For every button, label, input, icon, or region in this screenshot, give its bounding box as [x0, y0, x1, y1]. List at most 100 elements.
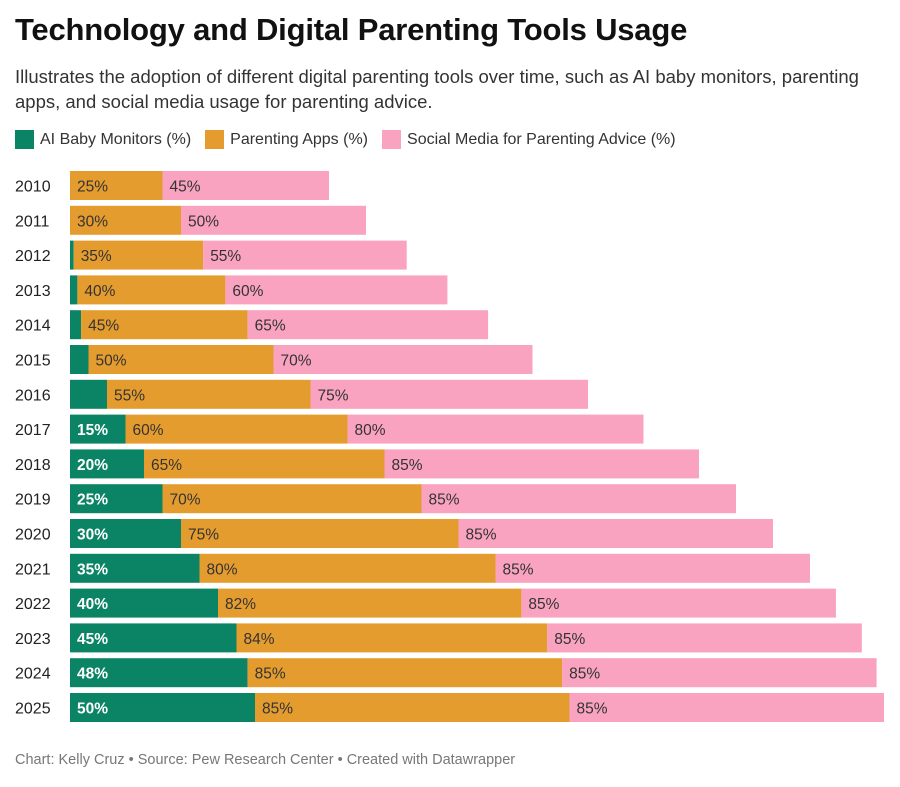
data-label: 85%	[569, 666, 600, 683]
data-label: 82%	[225, 596, 256, 613]
bar-segment-ai-baby-monitors	[70, 623, 237, 653]
bar-segment-ai-baby-monitors	[70, 693, 255, 722]
category-label: 2015	[15, 353, 51, 370]
bar-segment-social-media	[181, 205, 366, 235]
bar-segment-social-media	[247, 310, 489, 340]
data-label: 55%	[210, 248, 241, 265]
bar-segment-social-media	[225, 275, 448, 305]
category-label: 2018	[15, 457, 51, 474]
chart-subtitle: Illustrates the adoption of different di…	[15, 66, 859, 112]
bar-segment-parenting-apps	[255, 693, 570, 722]
category-label: 2011	[15, 213, 50, 230]
category-label: 2022	[15, 596, 51, 613]
bar-segment-parenting-apps	[144, 449, 385, 479]
data-label: 35%	[81, 248, 112, 265]
data-label: 25%	[77, 492, 108, 509]
bar-segment-ai-baby-monitors	[70, 484, 163, 514]
data-label: 25%	[77, 179, 108, 196]
data-label: 85%	[503, 561, 534, 578]
bar-segment-ai-baby-monitors	[70, 240, 74, 270]
data-label: 45%	[170, 179, 201, 196]
category-label: 2023	[15, 631, 51, 648]
category-label: 2016	[15, 387, 51, 404]
category-label: 2020	[15, 527, 51, 544]
bar-segment-parenting-apps	[107, 379, 311, 409]
data-label: 80%	[207, 561, 238, 578]
data-label: 60%	[232, 283, 263, 300]
legend-swatch-social-media	[382, 130, 402, 149]
data-label: 15%	[77, 422, 108, 439]
category-label: 2013	[15, 283, 51, 300]
data-label: 48%	[77, 666, 108, 683]
bar-row-2013: 2013 40% 60%	[15, 275, 448, 305]
category-label: 2021	[15, 561, 51, 578]
bar-segment-social-media	[458, 519, 773, 548]
bar-row-2021: 2021 35% 80% 85%	[15, 553, 810, 583]
data-label: 85%	[392, 457, 423, 474]
data-label: 85%	[429, 492, 460, 509]
data-label: 60%	[133, 422, 164, 439]
legend-swatch-ai-baby-monitors	[15, 130, 34, 149]
bar-row-2024: 2024 48% 85% 85%	[15, 658, 877, 688]
bar-segment-ai-baby-monitors	[70, 658, 248, 688]
bar-row-2016: 2016 55% 75%	[15, 379, 588, 409]
data-label: 20%	[77, 457, 108, 474]
bar-segment-social-media	[521, 588, 836, 618]
bar-segment-social-media	[495, 553, 810, 583]
data-label: 30%	[77, 213, 108, 230]
bar-row-2012: 2012 35% 55%	[15, 240, 407, 270]
legend-label-ai-baby-monitors: AI Baby Monitors (%)	[40, 130, 192, 148]
data-label: 40%	[84, 283, 115, 300]
data-label: 50%	[77, 701, 108, 718]
bar-segment-ai-baby-monitors	[70, 345, 89, 374]
category-label: 2019	[15, 492, 51, 509]
data-label: 45%	[77, 631, 108, 648]
bar-segment-ai-baby-monitors	[70, 519, 181, 548]
bar-segment-parenting-apps	[218, 588, 522, 618]
data-label: 55%	[114, 387, 145, 404]
data-label: 85%	[255, 666, 286, 683]
bar-segment-ai-baby-monitors	[70, 310, 82, 340]
legend-item-social-media: Social Media for Parenting Advice (%)	[382, 130, 676, 149]
bar-row-2017: 2017 15% 60% 80%	[15, 414, 644, 444]
data-label: 70%	[170, 492, 201, 509]
data-label: 85%	[577, 701, 608, 718]
bar-row-2025: 2025 50% 85% 85%	[15, 693, 884, 722]
data-label: 84%	[244, 631, 275, 648]
data-label: 75%	[188, 527, 219, 544]
bar-segment-social-media	[273, 345, 533, 374]
data-label: 50%	[188, 213, 219, 230]
bar-segment-parenting-apps	[162, 484, 422, 514]
legend-label-social-media: Social Media for Parenting Advice (%)	[407, 130, 676, 148]
data-label: 85%	[466, 527, 497, 544]
data-label: 30%	[77, 527, 108, 544]
category-label: 2017	[15, 422, 51, 439]
chart-footer: Chart: Kelly Cruz • Source: Pew Research…	[15, 752, 516, 768]
bar-row-2019: 2019 25% 70% 85%	[15, 484, 736, 514]
legend-label-parenting-apps: Parenting Apps (%)	[230, 130, 369, 148]
legend-item-parenting-apps: Parenting Apps (%)	[205, 130, 368, 149]
bar-segment-parenting-apps	[247, 658, 563, 688]
data-label: 35%	[77, 561, 108, 578]
category-label: 2010	[15, 179, 51, 196]
category-label: 2014	[15, 318, 51, 335]
bar-segment-ai-baby-monitors	[70, 379, 107, 409]
bar-segment-social-media	[569, 693, 884, 722]
bar-segment-parenting-apps	[181, 519, 459, 548]
data-label: 80%	[355, 422, 386, 439]
bar-row-2023: 2023 45% 84% 85%	[15, 623, 862, 653]
bar-segment-parenting-apps	[88, 345, 274, 374]
data-label: 70%	[281, 353, 312, 370]
data-label: 45%	[88, 318, 119, 335]
bar-segment-ai-baby-monitors	[70, 414, 126, 444]
data-label: 65%	[151, 457, 182, 474]
bar-segment-parenting-apps	[70, 171, 163, 200]
bar-segment-parenting-apps	[125, 414, 348, 444]
data-label: 65%	[255, 318, 286, 335]
legend: AI Baby Monitors (%) Parenting Apps (%) …	[15, 130, 690, 149]
bar-segment-parenting-apps	[73, 240, 204, 270]
category-label: 2024	[15, 666, 51, 683]
legend-swatch-parenting-apps	[205, 130, 225, 149]
bar-segment-social-media	[347, 414, 644, 444]
